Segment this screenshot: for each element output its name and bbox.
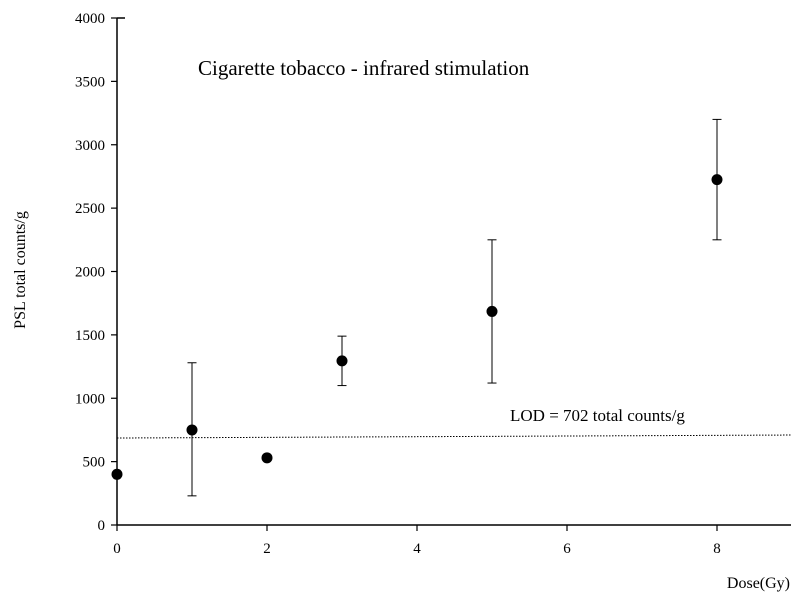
data-point-0 [111,468,123,480]
error-bars [187,118,722,497]
data-point-1 [186,424,198,436]
y-tick-label-1000: 1000 [75,391,105,407]
x-tick-label-0: 0 [113,541,121,557]
data-point-4 [486,305,498,317]
lod-line [116,434,791,439]
x-tick-label-6: 6 [563,541,571,557]
y-tick-label-0: 0 [98,518,106,534]
y-tick-label-500: 500 [83,455,106,471]
x-tick-label-8: 8 [713,541,721,557]
data-point-2 [261,452,273,464]
y-axis-title: PSL total counts/g [12,211,29,329]
y-tick-label-3500: 3500 [75,74,105,90]
data-points [111,174,723,480]
y-tick-label-3000: 3000 [75,138,105,154]
data-point-5 [711,174,723,186]
y-tick-label-4000: 4000 [75,11,105,27]
y-tick-label-1500: 1500 [75,328,105,344]
x-tick-label-4: 4 [413,541,421,557]
x-axis-title: Dose(Gy) [727,575,790,592]
reference-line-group [116,434,791,439]
data-point-3 [336,355,348,367]
y-tick-label-2500: 2500 [75,201,105,217]
axes: 0 500 1000 1500 2000 2500 3000 3500 4000 0 2 4 6 8 [75,11,791,557]
chart-title: Cigarette tobacco - infrared stimulation [198,56,530,80]
lod-label: LOD = 702 total counts/g [510,406,685,425]
y-tick-label-2000: 2000 [75,265,105,281]
x-tick-label-2: 2 [263,541,271,557]
